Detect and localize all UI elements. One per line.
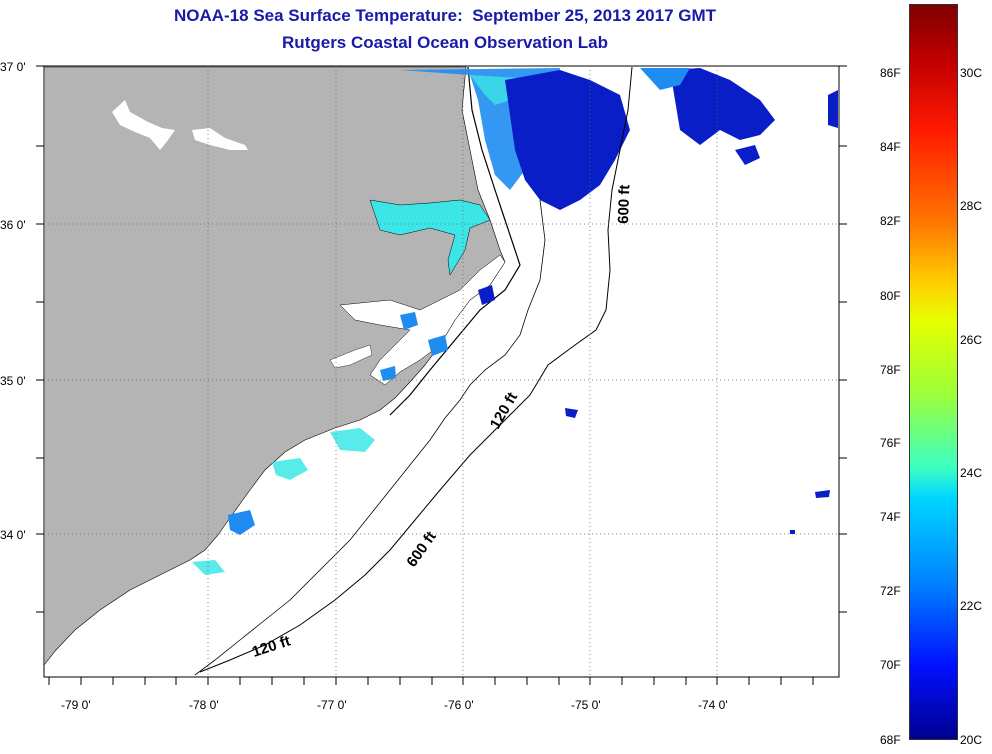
colorbar-f-74: 74F	[880, 510, 901, 524]
lon-label-77: -77 0'	[317, 698, 347, 712]
colorbar-c-26: 26C	[960, 333, 983, 347]
contour-600ft-north	[199, 66, 633, 673]
colorbar-f-72: 72F	[880, 584, 901, 598]
lat-label-34: 34 0'	[0, 528, 26, 542]
colorbar-c-30: 30C	[960, 66, 983, 80]
temperature-colorbar	[909, 4, 958, 740]
grid-lines	[44, 66, 839, 677]
colorbar-f-78: 78F	[880, 363, 901, 377]
colorbar-f-68: 68F	[880, 733, 901, 747]
lon-label-74: -74 0'	[698, 698, 728, 712]
river-inlet	[329, 344, 373, 369]
map-subtitle: Rutgers Coastal Ocean Observation Lab	[282, 33, 608, 52]
pamlico-sound	[339, 254, 506, 386]
lat-label-35: 35 0'	[0, 374, 26, 388]
lat-label-36: 36 0'	[0, 218, 26, 232]
outer-banks	[389, 66, 521, 416]
contour-label-600-ne: 600 ft	[615, 184, 633, 224]
sst-patches	[192, 68, 838, 575]
colorbar-f-80: 80F	[880, 289, 901, 303]
colorbar-f-84: 84F	[880, 140, 901, 154]
lake-mattamuskeet	[192, 128, 248, 150]
lake-drummond	[112, 100, 175, 150]
albemarle-sound	[369, 199, 491, 276]
colorbar-c-28: 28C	[960, 199, 983, 213]
colorbar-c-24: 24C	[960, 466, 983, 480]
axis-ticks	[36, 65, 847, 685]
lon-label-76: -76 0'	[444, 698, 474, 712]
lon-label-75: -75 0'	[571, 698, 601, 712]
lat-label-37: 37 0'	[0, 60, 26, 74]
lon-label-78: -78 0'	[189, 698, 219, 712]
colorbar-f-86: 86F	[880, 66, 901, 80]
colorbar-f-70: 70F	[880, 658, 901, 672]
colorbar-c-22: 22C	[960, 599, 983, 613]
map-title: NOAA-18 Sea Surface Temperature: Septemb…	[173, 6, 717, 25]
colorbar-f-76: 76F	[880, 436, 901, 450]
colorbar-f-82: 82F	[880, 214, 901, 228]
colorbar-c-20: 20C	[960, 733, 983, 747]
contour-120ft	[194, 199, 546, 676]
lon-label-79: -79 0'	[61, 698, 91, 712]
